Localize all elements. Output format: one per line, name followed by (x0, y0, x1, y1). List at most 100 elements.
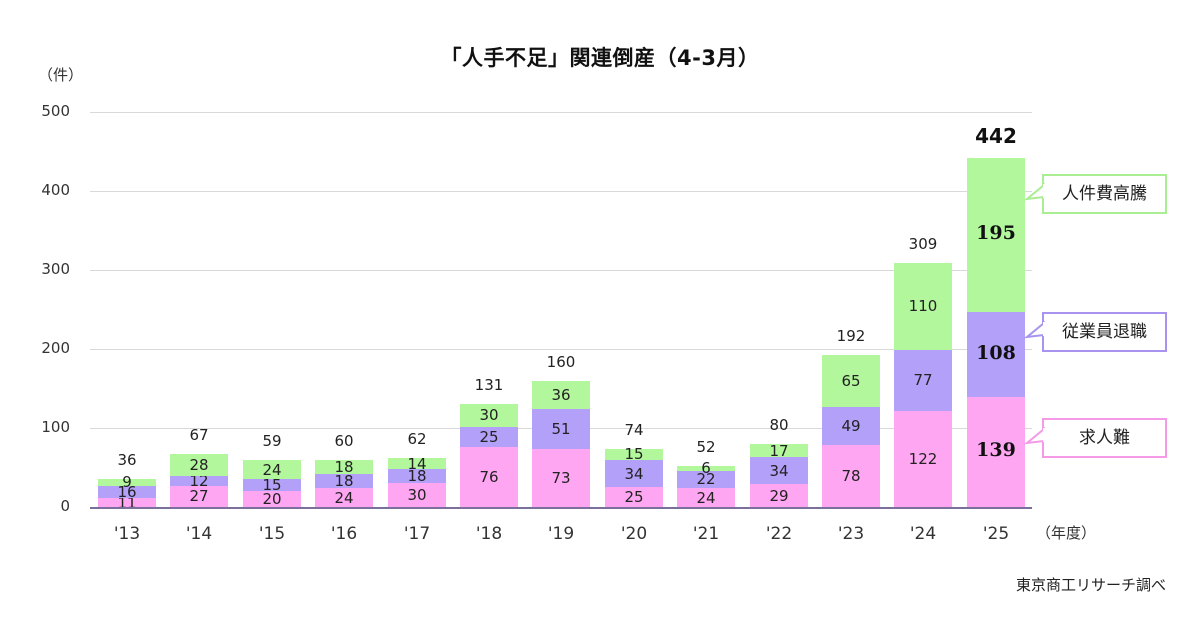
bar-total-label: 62 (407, 430, 427, 449)
x-tick-label: '17 (403, 524, 431, 544)
segment-value-label: 18 (407, 467, 427, 486)
bar-segment (677, 488, 735, 507)
x-tick-label: '25 (982, 524, 1010, 544)
bar-segment (388, 483, 446, 507)
bar-segment (460, 403, 518, 428)
bar-total-label: 131 (474, 375, 504, 394)
bar-segment (388, 469, 446, 484)
segment-value-label: 18 (334, 471, 354, 490)
bar-segment (822, 406, 880, 446)
segment-value-label: 36 (551, 385, 571, 404)
segment-value-label: 11 (117, 493, 137, 512)
gridline (90, 191, 1032, 192)
segment-value-label: 30 (407, 486, 427, 505)
segment-value-label: 195 (976, 221, 1016, 244)
legend-callout-retirement: 従業員退職 (1023, 312, 1167, 352)
segment-value-label: 18 (334, 457, 354, 476)
segment-value-label: 15 (624, 445, 644, 464)
segment-value-label: 22 (696, 470, 716, 489)
bar-segment (605, 487, 663, 507)
segment-value-label: 73 (551, 469, 571, 488)
bar-segment (315, 488, 373, 507)
segment-value-label: 49 (841, 417, 861, 436)
bar-segment (170, 476, 228, 486)
bar-segment (315, 459, 373, 474)
y-tick-label: 200 (41, 339, 70, 357)
bar-segment (605, 448, 663, 461)
gridline (90, 270, 1032, 271)
bar-total-label: 67 (189, 426, 209, 445)
bar-total-label: 74 (624, 420, 644, 439)
segment-value-label: 27 (189, 487, 209, 506)
segment-value-label: 34 (624, 464, 644, 483)
segment-value-label: 108 (976, 341, 1016, 364)
y-tick-label: 0 (60, 497, 70, 515)
bar-segment (605, 460, 663, 488)
bar-segment (967, 157, 1025, 312)
x-tick-label: '18 (475, 524, 503, 544)
bar-segment (460, 446, 518, 507)
bar-total-label: 442 (975, 123, 1017, 148)
bar-segment (98, 478, 156, 486)
x-tick-label: '24 (909, 524, 937, 544)
callout-pointer-icon (1023, 182, 1047, 201)
y-axis-unit: （件） (38, 66, 84, 84)
legend-label-hiring-difficulty: 求人難 (1079, 428, 1130, 448)
segment-value-label: 34 (769, 461, 789, 480)
bar-segment (460, 427, 518, 447)
segment-value-label: 12 (189, 471, 209, 490)
bar-segment (532, 409, 590, 450)
callout-pointer-icon (1023, 426, 1047, 445)
legend-label-retirement: 従業員退職 (1062, 322, 1147, 342)
gridline (90, 112, 1032, 113)
bar-total-label: 59 (262, 432, 282, 451)
bar-segment (677, 465, 735, 471)
segment-value-label: 139 (976, 439, 1016, 462)
bar-segment (967, 311, 1025, 398)
bar-segment (894, 349, 952, 411)
bar-total-label: 60 (334, 431, 354, 450)
bar-segment (98, 485, 156, 499)
segment-value-label: 51 (551, 420, 571, 439)
segment-value-label: 25 (479, 428, 499, 447)
bar-segment (170, 454, 228, 477)
y-tick-label: 300 (41, 260, 70, 278)
y-tick-label: 100 (41, 418, 70, 436)
x-tick-label: '14 (185, 524, 213, 544)
bar-total-label: 309 (908, 234, 938, 253)
bar-segment (388, 458, 446, 470)
segment-value-label: 29 (769, 486, 789, 505)
bar-segment (170, 485, 228, 507)
callout-pointer-icon (1023, 320, 1047, 339)
bar-total-label: 192 (836, 327, 866, 346)
bar-segment (967, 397, 1025, 507)
segment-value-label: 16 (117, 482, 137, 501)
bar-segment (243, 479, 301, 492)
segment-value-label: 17 (769, 441, 789, 460)
segment-value-label: 24 (334, 488, 354, 507)
segment-value-label: 20 (262, 490, 282, 509)
bar-total-label: 80 (769, 415, 789, 434)
segment-value-label: 6 (701, 459, 711, 478)
x-tick-label: '15 (258, 524, 286, 544)
x-tick-label: '16 (330, 524, 358, 544)
bar-segment (677, 470, 735, 489)
bar-segment (750, 484, 808, 507)
x-axis-line (90, 507, 1032, 509)
segment-value-label: 9 (122, 473, 132, 492)
bar-segment (894, 262, 952, 350)
chart-title: 「人手不足」関連倒産（4-3月） (440, 46, 760, 70)
legend-callout-hiring-difficulty: 求人難 (1023, 418, 1167, 458)
source-note: 東京商工リサーチ調べ (1015, 576, 1166, 594)
bar-segment (532, 380, 590, 410)
legend-label-labor-cost: 人件費高騰 (1062, 184, 1147, 204)
segment-value-label: 110 (908, 297, 938, 316)
x-tick-label: '23 (837, 524, 865, 544)
y-tick-label: 500 (41, 102, 70, 120)
legend-callout-labor-cost: 人件費高騰 (1023, 174, 1167, 214)
segment-value-label: 24 (262, 460, 282, 479)
bar-segment (243, 491, 301, 507)
segment-value-label: 77 (913, 371, 933, 390)
x-tick-label: '21 (692, 524, 720, 544)
